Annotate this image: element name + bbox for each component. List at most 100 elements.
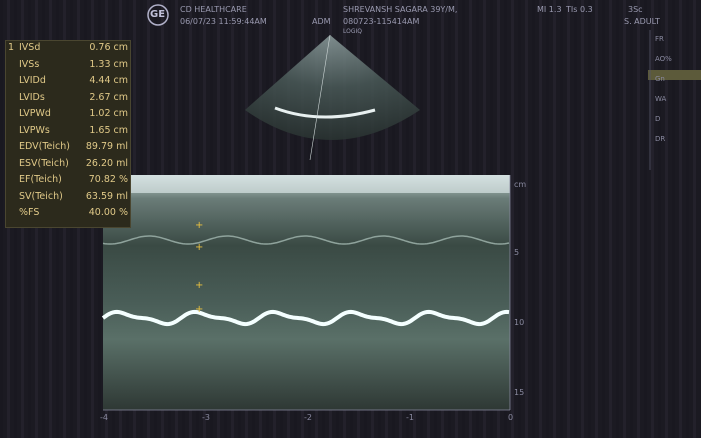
- stripe: [602, 0, 605, 438]
- sector-wall: [274, 106, 376, 119]
- stripe: [672, 0, 675, 438]
- stripe: [686, 0, 689, 438]
- measurement-row: %FS 40.00 %: [6, 207, 130, 224]
- measurement-value: 26.20 ml: [85, 157, 128, 169]
- stripe: [567, 0, 570, 438]
- measurement-label: LVPWs: [19, 124, 50, 136]
- stripe: [553, 0, 556, 438]
- measurement-label: SV(Teich): [19, 190, 63, 202]
- time-label: -4: [100, 413, 108, 422]
- logo-ring: [147, 4, 169, 26]
- stripe: [546, 0, 549, 438]
- probe: 3Sc: [628, 5, 643, 14]
- measurement-label: EDV(Teich): [19, 141, 70, 152]
- caliper: +: [195, 304, 203, 315]
- stripe: [679, 0, 682, 438]
- mechanical-index: MI 1.3: [537, 5, 562, 14]
- caliper-marks: + + + +: [195, 220, 203, 315]
- stripe: [0, 0, 3, 438]
- mmode-cursor: [309, 34, 331, 161]
- depth-label: 5: [514, 248, 520, 257]
- measurement-row: LVPWd 1.02 cm: [6, 108, 130, 125]
- measurement-row: LVPWs 1.65 cm: [6, 125, 130, 142]
- operator: ADM: [312, 17, 331, 26]
- side-label: D: [655, 115, 661, 123]
- preset: S. ADULT: [624, 17, 660, 26]
- measurement-value: 2.67 cm: [89, 91, 128, 103]
- time-label: -1: [406, 413, 414, 422]
- stripe: [658, 0, 661, 438]
- mmode-image: [103, 175, 510, 410]
- stripe: [630, 0, 633, 438]
- mmode-septum-trace: [102, 235, 510, 245]
- side-label: AO%: [655, 55, 672, 63]
- stripe: [665, 0, 668, 438]
- measurement-label: ESV(Teich): [19, 157, 69, 169]
- time-label: -2: [304, 413, 312, 422]
- stripe: [532, 0, 535, 438]
- stripe: [623, 0, 626, 438]
- time-label: 0: [508, 413, 514, 422]
- institution: CD HEALTHCARE: [180, 5, 247, 14]
- measurement-value: 4.44 cm: [89, 75, 128, 86]
- stripe: [609, 0, 612, 438]
- measurement-row: IVSs 1.33 cm: [6, 59, 130, 76]
- measurement-value: 0.76 cm: [89, 42, 128, 53]
- datetime: 06/07/23 11:59:44AM: [180, 17, 267, 26]
- measurement-label: EF(Teich): [19, 174, 62, 185]
- measurement-value: 1.65 cm: [89, 124, 128, 136]
- stripe: [644, 0, 647, 438]
- measurement-value: 89.79 ml: [85, 141, 128, 152]
- time-label: -3: [202, 413, 210, 422]
- measurement-value: 70.82 %: [88, 174, 128, 185]
- stripe: [525, 0, 528, 438]
- stripe: [560, 0, 563, 438]
- stripe: [616, 0, 619, 438]
- side-label: WA: [655, 95, 667, 103]
- measurement-value: 40.00 %: [88, 207, 128, 218]
- measurement-label: IVSs: [19, 58, 40, 70]
- measurement-label: LVIDd: [19, 75, 46, 86]
- mmode-top-band: [103, 175, 510, 193]
- measurement-row: ESV(Teich) 26.20 ml: [6, 158, 130, 175]
- stripe: [637, 0, 640, 438]
- exam-id: 080723-115414AM: [343, 17, 420, 26]
- measurement-value: 1.33 cm: [89, 58, 128, 70]
- stripe: [595, 0, 598, 438]
- patient: SHREVANSH SAGARA 39Y/M,: [343, 5, 458, 14]
- side-label: DR: [655, 135, 666, 143]
- measurement-value: 63.59 ml: [85, 190, 128, 202]
- stripe: [539, 0, 542, 438]
- logo: GE: [150, 9, 166, 20]
- measurement-index: 1: [8, 42, 15, 53]
- measurement-panel: 1 IVSd 0.76 cm IVSs 1.33 cm LVIDd 4.44 cm LVIDs…: [5, 40, 131, 228]
- measurement-row: LVIDs 2.67 cm: [6, 92, 130, 109]
- stripe: [574, 0, 577, 438]
- caliper: +: [195, 242, 203, 253]
- stripe: [588, 0, 591, 438]
- depth-label: cm: [514, 180, 527, 189]
- stripe: [693, 0, 696, 438]
- side-highlight: [648, 70, 701, 80]
- measurement-label: IVSd: [19, 42, 41, 53]
- stripe: [518, 0, 521, 438]
- mmode-wall-trace: [101, 309, 510, 327]
- thermal-index: TIs 0.3: [566, 5, 593, 14]
- stripe: [511, 0, 514, 438]
- measurement-value: 1.02 cm: [89, 108, 128, 119]
- measurement-row: EDV(Teich) 89.79 ml: [6, 141, 130, 158]
- measurement-row: EF(Teich) 70.82 %: [6, 174, 130, 191]
- measurement-label: LVIDs: [19, 91, 45, 103]
- depth-label: 15: [514, 388, 525, 397]
- measurement-label: %FS: [19, 207, 40, 218]
- measurement-row: LVIDd 4.44 cm: [6, 75, 130, 92]
- system: LOGIQ: [343, 28, 362, 35]
- caliper: +: [195, 220, 203, 231]
- measurement-label: LVPWd: [19, 108, 51, 119]
- caliper: +: [195, 280, 203, 291]
- side-label: FR: [655, 35, 664, 43]
- side-label: Gn: [655, 75, 665, 83]
- stripe: [581, 0, 584, 438]
- depth-label: 10: [514, 318, 525, 327]
